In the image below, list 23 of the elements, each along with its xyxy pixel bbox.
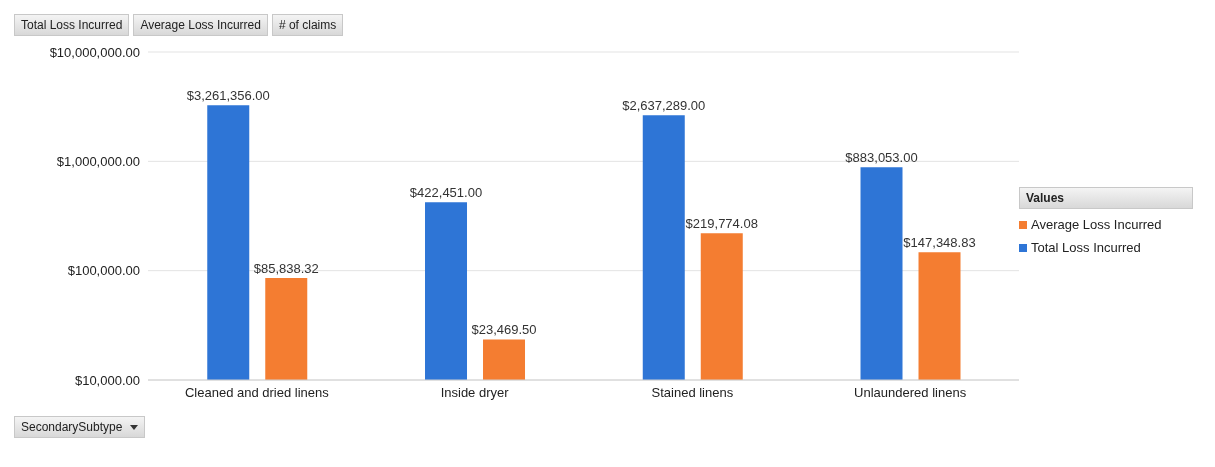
legend-label: Average Loss Incurred: [1031, 217, 1162, 232]
text: Total Loss Incurred: [14, 14, 130, 36]
y-tick-label: $1,000,000.00: [56, 153, 140, 169]
text: # of claims: [271, 14, 344, 36]
text: SecondarySubtype: [14, 416, 146, 438]
data-label: $3,261,356.00: [186, 88, 270, 104]
y-tick-label: $100,000.00: [67, 263, 140, 279]
x-tick-label: Stained linens: [651, 385, 734, 401]
data-label: $219,774.08: [685, 216, 758, 232]
x-tick-label: Cleaned and dried linens: [184, 385, 330, 401]
data-label: $422,451.00: [409, 185, 483, 201]
data-label: $883,053.00: [845, 150, 918, 166]
data-label: $23,469.50: [471, 322, 537, 338]
legend-label: Total Loss Incurred: [1031, 240, 1141, 255]
data-label: $147,348.83: [903, 235, 976, 251]
x-tick-label: Unlaundered linens: [854, 385, 967, 401]
y-tick-label: $10,000,000.00: [49, 44, 140, 60]
data-label: $2,637,289.00: [622, 98, 706, 114]
data-label: $85,838.32: [253, 260, 319, 276]
text: Average Loss Incurred: [133, 14, 268, 36]
y-tick-label: $10,000.00: [74, 372, 140, 388]
x-tick-label: Inside dryer: [440, 385, 510, 401]
legend-title: Values: [1019, 187, 1193, 209]
